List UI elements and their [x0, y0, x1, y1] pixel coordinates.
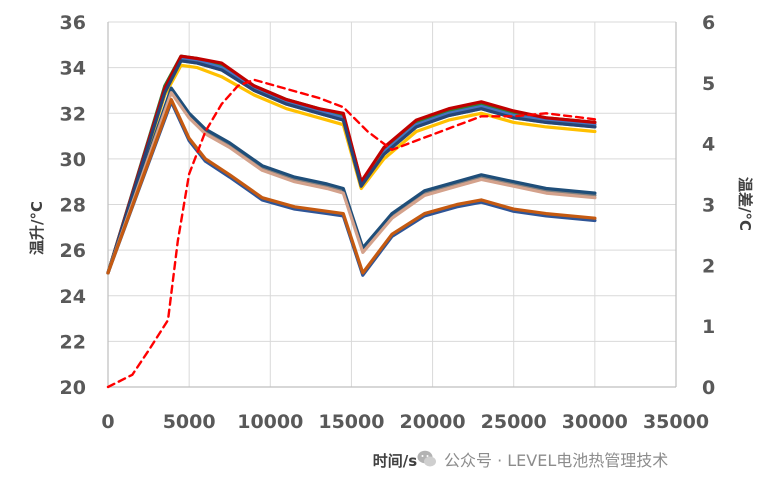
- x-axis-title: 时间/s: [373, 452, 417, 470]
- y-tick-label: 32: [60, 103, 86, 125]
- axes: [107, 22, 677, 388]
- y2-tick-labels: 0 1 2 3 4 5 6: [702, 12, 715, 399]
- y-tick-label: 36: [60, 12, 86, 34]
- x-tick-label: 15000: [318, 411, 384, 433]
- x-tick-label: 10000: [237, 411, 303, 433]
- y-tick-label: 24: [60, 286, 86, 308]
- grid-lines: [108, 21, 677, 387]
- watermark-text: 公众号 · LEVEL电池热管理技术: [444, 451, 669, 470]
- y2-tick-label: 3: [702, 195, 715, 217]
- series-lines: [106, 54, 597, 389]
- y2-axis-title: 温差/°C: [736, 177, 754, 231]
- y2-tick-label: 1: [702, 316, 715, 338]
- y-tick-label: 34: [60, 58, 86, 80]
- x-tick-label: 25000: [481, 411, 547, 433]
- x-tick-label: 20000: [400, 411, 466, 433]
- y2-tick-label: 2: [702, 255, 715, 277]
- temp-rise-line-4: [106, 54, 597, 275]
- y-tick-label: 30: [60, 149, 86, 171]
- wechat-icon: [417, 450, 436, 467]
- y2-tick-label: 4: [702, 134, 715, 156]
- temp-diff-line: [106, 78, 597, 389]
- temp-rise-line-9: [106, 91, 597, 275]
- temp-rise-line-11: [106, 97, 597, 275]
- y-tick-labels: 20 22 24 26 28 30 32 34 36: [60, 12, 86, 399]
- y2-tick-label: 5: [702, 73, 715, 95]
- y-tick-label: 28: [60, 195, 86, 217]
- y-tick-label: 20: [60, 377, 86, 399]
- x-tick-labels: 0 5000 10000 15000 20000 25000 30000 35000: [101, 411, 709, 433]
- x-tick-label: 0: [101, 411, 114, 433]
- y2-tick-label: 0: [702, 377, 715, 399]
- temp-rise-line-6: [106, 59, 597, 275]
- y-axis-title: 温升/°C: [28, 201, 46, 255]
- watermark: 公众号 · LEVEL电池热管理技术: [416, 446, 668, 472]
- y2-tick-label: 6: [702, 12, 715, 34]
- x-tick-label: 30000: [562, 411, 628, 433]
- y-tick-label: 26: [60, 240, 86, 262]
- x-tick-label: 5000: [163, 411, 216, 433]
- x-tick-label: 35000: [643, 411, 709, 433]
- temp-rise-line-8: [106, 86, 597, 275]
- y-tick-label: 22: [60, 331, 86, 353]
